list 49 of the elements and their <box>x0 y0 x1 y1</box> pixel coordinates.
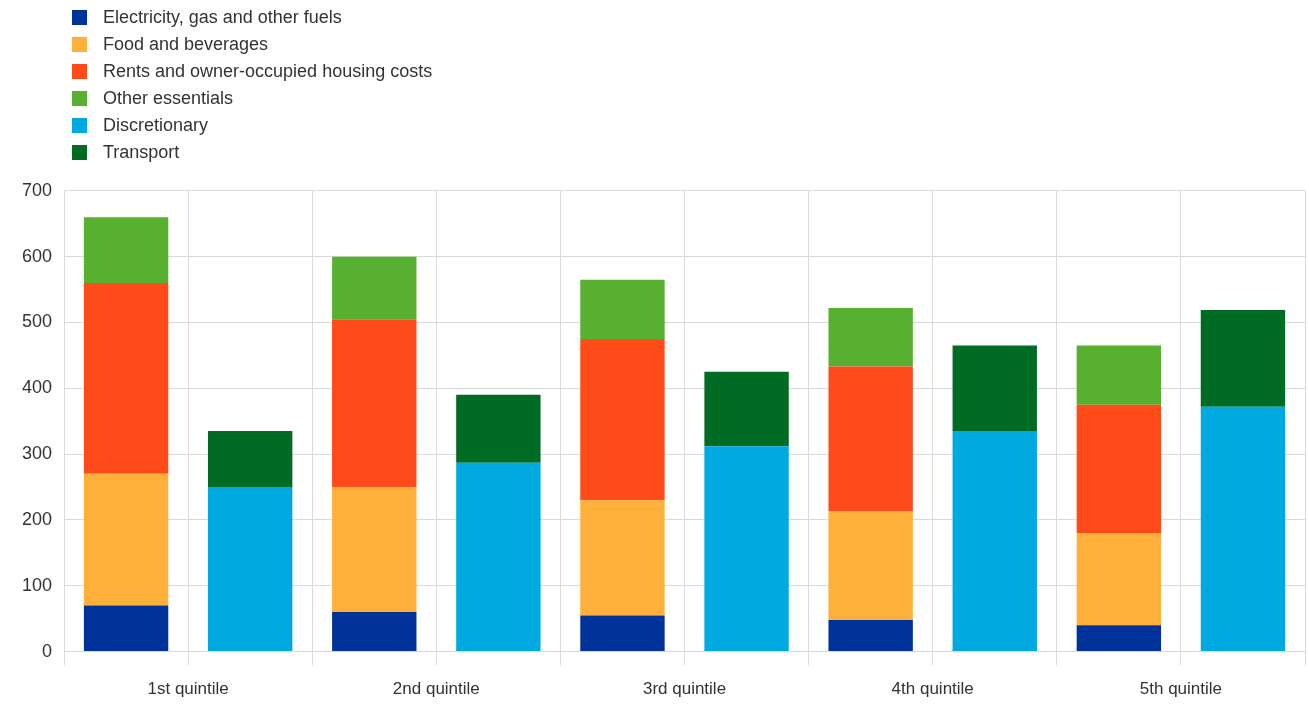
bar <box>1076 625 1162 652</box>
bar <box>207 487 293 652</box>
legend-label: Food and beverages <box>103 34 269 55</box>
y-tick-label: 200 <box>21 508 53 529</box>
bar <box>332 256 417 320</box>
x-tick-label: 2nd quintile <box>392 679 480 699</box>
legend-label: Discretionary <box>103 115 209 136</box>
bar <box>580 500 665 616</box>
legend-label: Other essentials <box>103 88 234 109</box>
bar <box>83 217 169 283</box>
bar <box>83 473 169 606</box>
bar <box>332 319 417 488</box>
x-tick-label: 4th quintile <box>891 679 974 699</box>
x-tick-label: 3rd quintile <box>642 679 727 699</box>
y-tick-label: 500 <box>21 311 53 332</box>
bar <box>83 605 169 652</box>
bar <box>704 371 789 447</box>
bar <box>952 431 1037 652</box>
bar <box>828 366 913 512</box>
x-tick-label: 5th quintile <box>1139 679 1223 699</box>
bar <box>456 462 541 652</box>
bar <box>580 338 665 501</box>
bar <box>332 487 417 613</box>
y-tick-label: 600 <box>21 245 53 266</box>
bar <box>580 615 665 652</box>
bar <box>828 511 913 620</box>
bar <box>828 307 913 367</box>
bar <box>1200 309 1286 407</box>
bar <box>1076 345 1162 405</box>
bar <box>207 431 293 488</box>
legend-label: Rents and owner-occupied housing costs <box>103 61 433 82</box>
bar <box>828 620 913 652</box>
bar <box>704 446 789 652</box>
x-tick-label: 1st quintile <box>147 679 229 699</box>
legend-label: Electricity, gas and other fuels <box>103 7 342 28</box>
bar <box>952 345 1037 432</box>
legend-label: Transport <box>103 142 180 163</box>
y-tick-label: 700 <box>21 179 53 200</box>
y-tick-label: 0 <box>42 640 53 661</box>
bar <box>580 279 665 339</box>
bar <box>456 394 541 463</box>
bar <box>1076 533 1162 626</box>
bar <box>1200 406 1286 652</box>
bar <box>1076 404 1162 534</box>
y-tick-label: 400 <box>21 377 53 398</box>
y-tick-label: 100 <box>21 574 53 595</box>
bar <box>83 282 169 474</box>
bar <box>332 612 417 652</box>
y-tick-label: 300 <box>21 443 53 464</box>
